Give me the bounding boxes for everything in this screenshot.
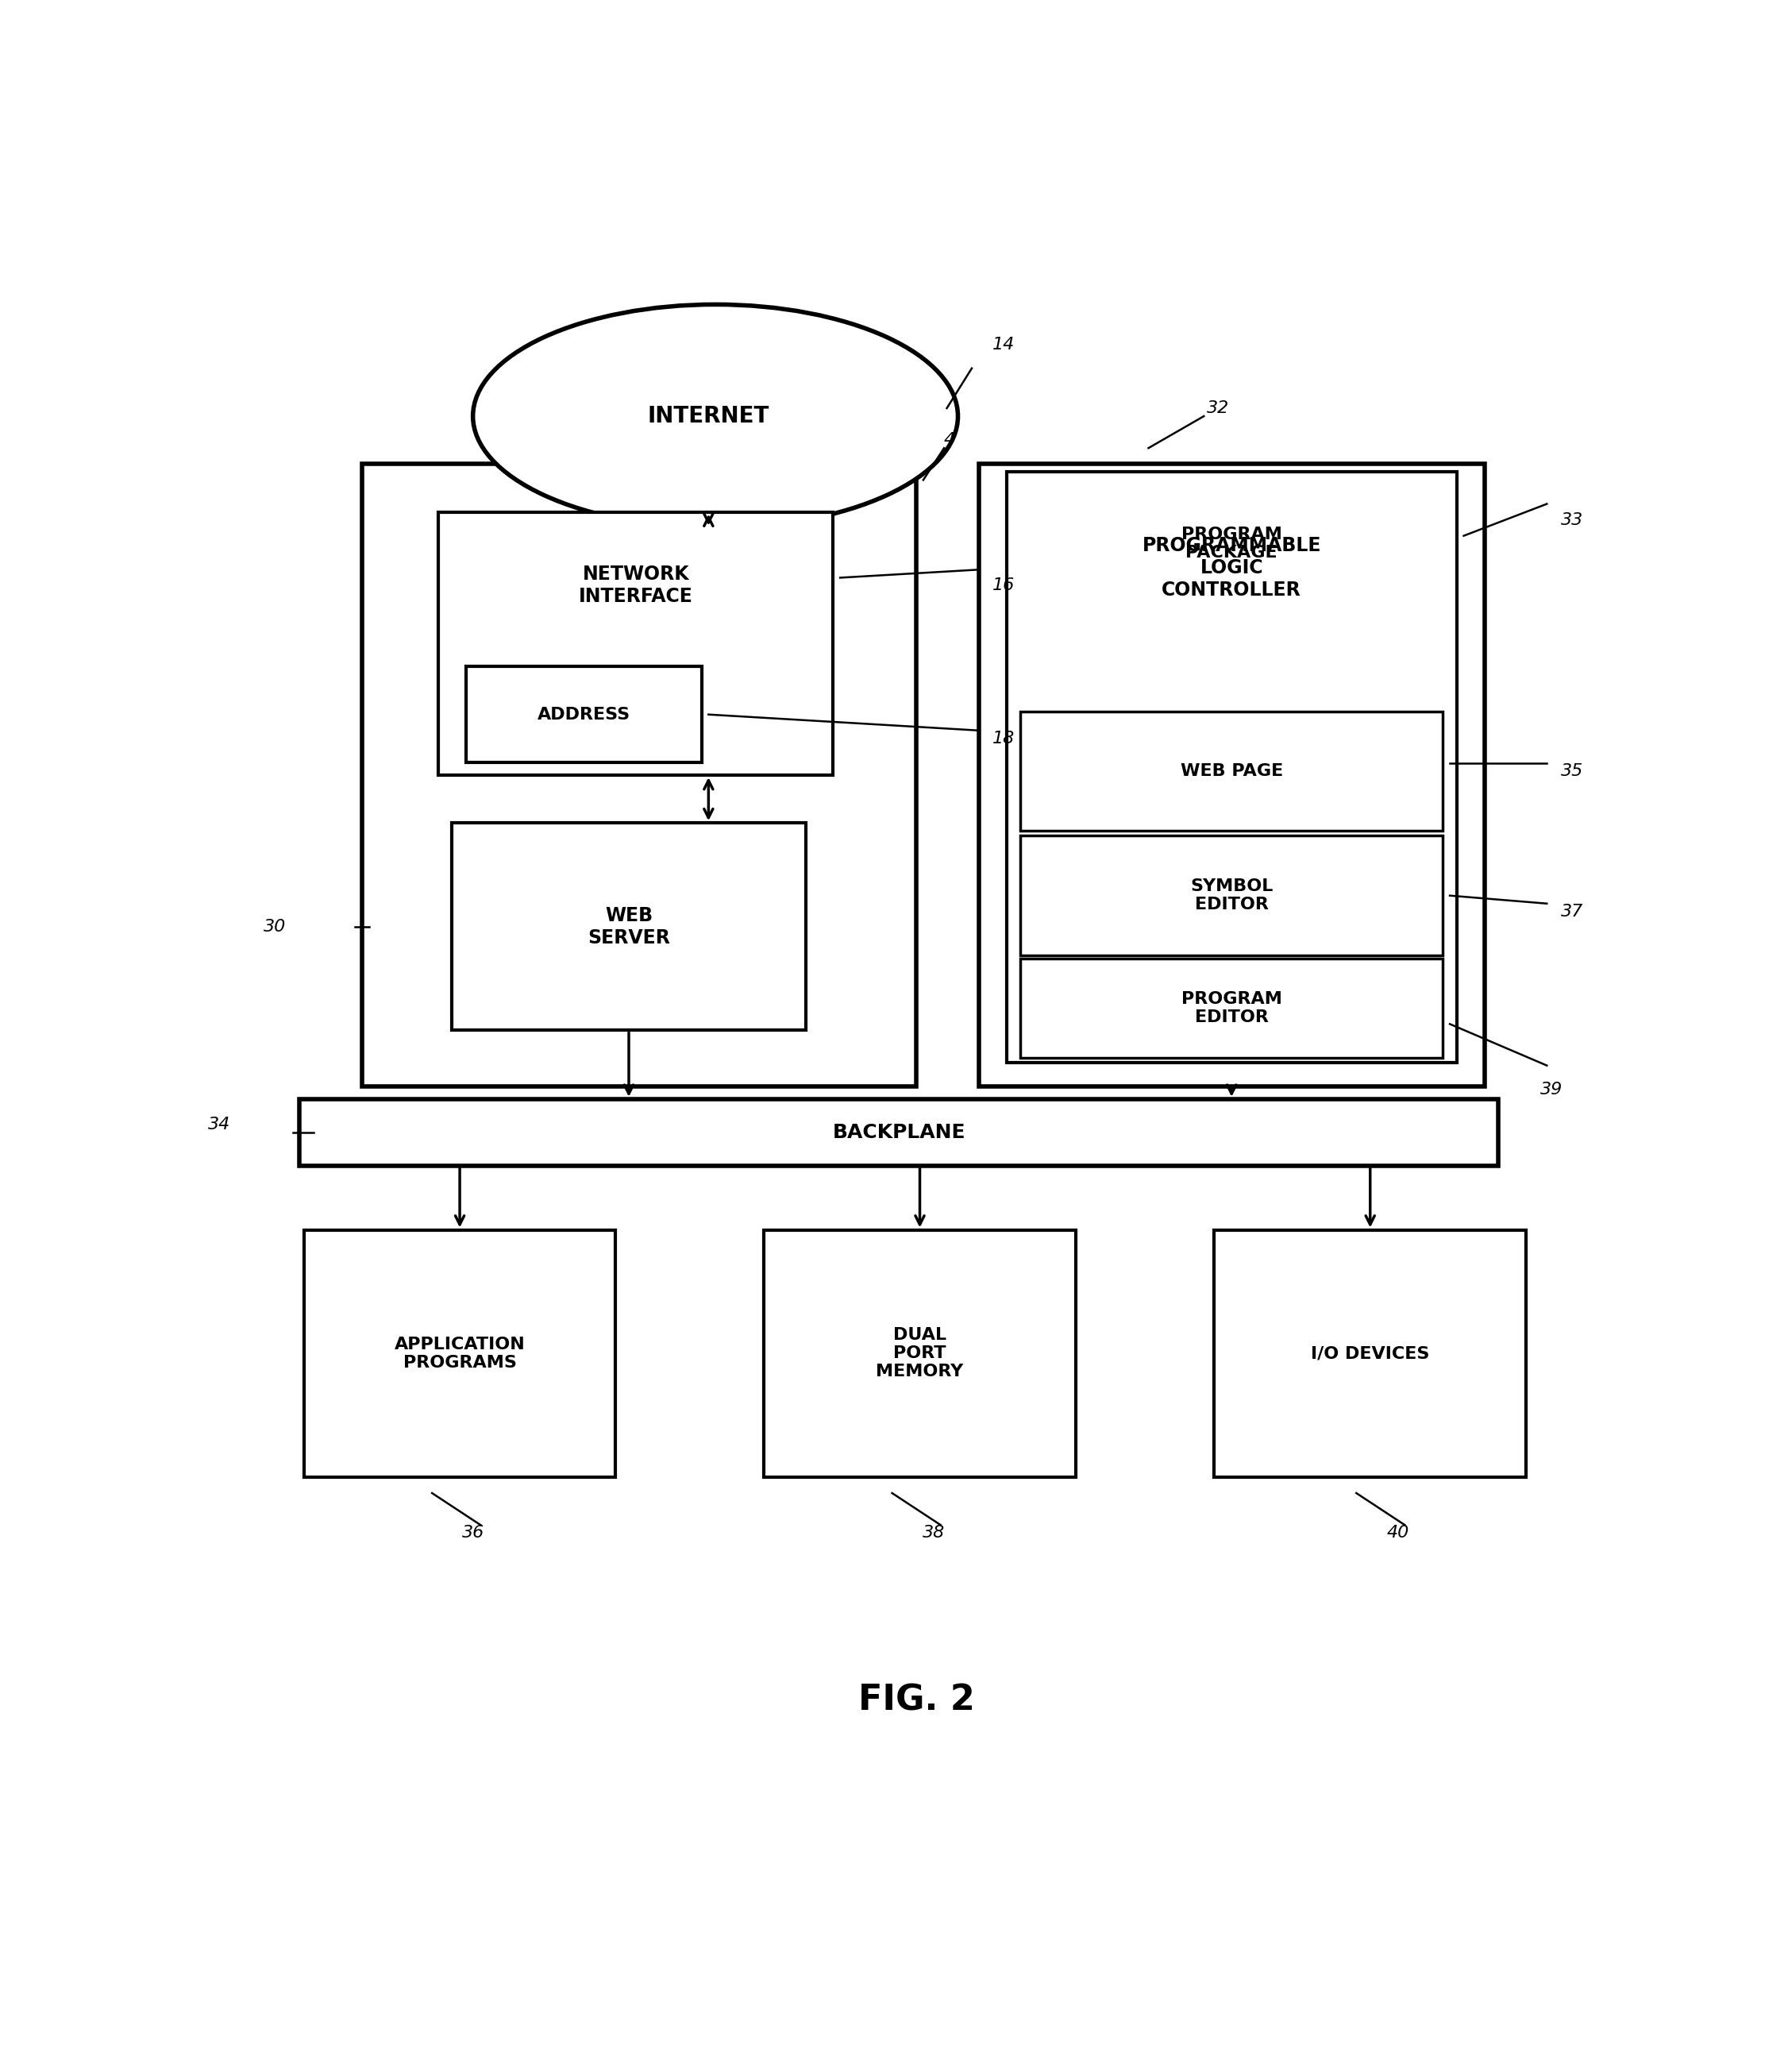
Text: NETWORK
INTERFACE: NETWORK INTERFACE [579, 566, 694, 607]
FancyBboxPatch shape [1214, 1231, 1525, 1477]
Ellipse shape [472, 305, 958, 528]
Text: SYMBOL
EDITOR: SYMBOL EDITOR [1191, 879, 1273, 914]
FancyBboxPatch shape [1021, 835, 1443, 955]
Text: 16: 16 [992, 578, 1016, 593]
Text: 36: 36 [463, 1525, 485, 1542]
Text: 18: 18 [992, 731, 1016, 746]
FancyBboxPatch shape [1007, 472, 1457, 1063]
Text: 40: 40 [1387, 1525, 1409, 1542]
Text: 4: 4 [944, 433, 955, 448]
Text: 32: 32 [1207, 400, 1228, 416]
FancyBboxPatch shape [467, 667, 701, 762]
Text: 35: 35 [1561, 762, 1582, 779]
Text: 14: 14 [992, 336, 1016, 352]
Text: APPLICATION
PROGRAMS: APPLICATION PROGRAMS [395, 1336, 526, 1372]
Text: PROGRAMMABLE
LOGIC
CONTROLLER: PROGRAMMABLE LOGIC CONTROLLER [1143, 537, 1321, 599]
Text: PROGRAM
EDITOR: PROGRAM EDITOR [1182, 990, 1282, 1026]
Text: WEB PAGE: WEB PAGE [1180, 762, 1284, 779]
FancyBboxPatch shape [300, 1098, 1498, 1167]
FancyBboxPatch shape [1021, 959, 1443, 1057]
Text: BACKPLANE: BACKPLANE [833, 1123, 966, 1142]
Text: WEB
SERVER: WEB SERVER [588, 905, 670, 947]
FancyBboxPatch shape [978, 464, 1484, 1086]
Text: FIG. 2: FIG. 2 [858, 1682, 974, 1718]
Text: ADDRESS: ADDRESS [536, 707, 631, 723]
Text: PROGRAM
PACKAGE: PROGRAM PACKAGE [1182, 526, 1282, 562]
FancyBboxPatch shape [1021, 711, 1443, 831]
Text: 34: 34 [207, 1117, 231, 1133]
FancyBboxPatch shape [763, 1231, 1076, 1477]
Text: I/O DEVICES: I/O DEVICES [1311, 1345, 1429, 1361]
FancyBboxPatch shape [452, 823, 806, 1030]
FancyBboxPatch shape [304, 1231, 615, 1477]
Text: 30: 30 [263, 918, 286, 934]
Text: 39: 39 [1539, 1082, 1563, 1098]
Text: 37: 37 [1561, 903, 1582, 920]
Text: INTERNET: INTERNET [647, 404, 769, 427]
FancyBboxPatch shape [438, 512, 833, 775]
FancyBboxPatch shape [361, 464, 917, 1086]
Text: 38: 38 [923, 1525, 944, 1542]
Text: DUAL
PORT
MEMORY: DUAL PORT MEMORY [876, 1326, 964, 1380]
Text: 33: 33 [1561, 512, 1582, 528]
